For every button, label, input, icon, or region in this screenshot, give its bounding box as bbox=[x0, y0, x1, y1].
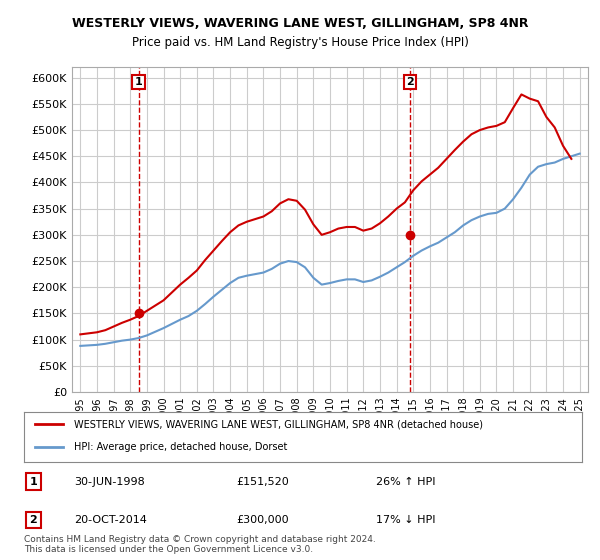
Text: 2: 2 bbox=[29, 515, 37, 525]
Text: 30-JUN-1998: 30-JUN-1998 bbox=[74, 477, 145, 487]
Text: 1: 1 bbox=[29, 477, 37, 487]
Text: HPI: Average price, detached house, Dorset: HPI: Average price, detached house, Dors… bbox=[74, 442, 287, 452]
Text: £151,520: £151,520 bbox=[236, 477, 289, 487]
Text: 2: 2 bbox=[406, 77, 414, 87]
Text: Price paid vs. HM Land Registry's House Price Index (HPI): Price paid vs. HM Land Registry's House … bbox=[131, 36, 469, 49]
Text: Contains HM Land Registry data © Crown copyright and database right 2024.
This d: Contains HM Land Registry data © Crown c… bbox=[24, 535, 376, 554]
Text: 26% ↑ HPI: 26% ↑ HPI bbox=[376, 477, 435, 487]
Text: 17% ↓ HPI: 17% ↓ HPI bbox=[376, 515, 435, 525]
Text: WESTERLY VIEWS, WAVERING LANE WEST, GILLINGHAM, SP8 4NR (detached house): WESTERLY VIEWS, WAVERING LANE WEST, GILL… bbox=[74, 419, 483, 429]
Text: £300,000: £300,000 bbox=[236, 515, 289, 525]
Text: WESTERLY VIEWS, WAVERING LANE WEST, GILLINGHAM, SP8 4NR: WESTERLY VIEWS, WAVERING LANE WEST, GILL… bbox=[72, 17, 528, 30]
Text: 1: 1 bbox=[135, 77, 142, 87]
Text: 20-OCT-2014: 20-OCT-2014 bbox=[74, 515, 147, 525]
